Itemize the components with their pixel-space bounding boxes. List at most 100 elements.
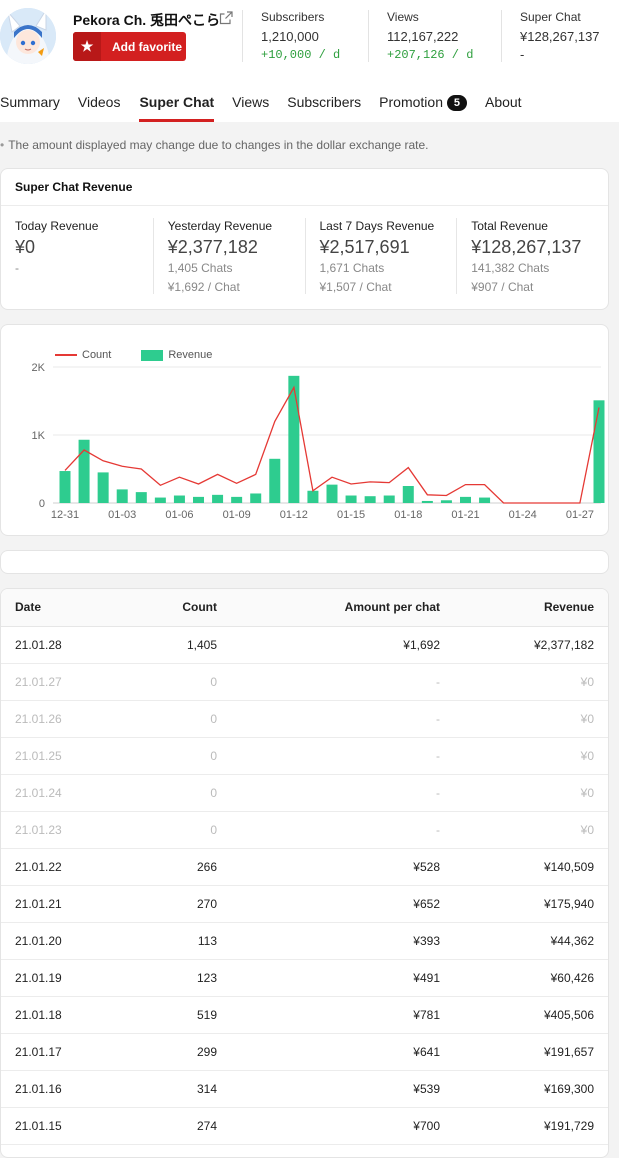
table-row: 21.01.17 299 ¥641 ¥191,657	[1, 1033, 608, 1071]
revenue-bar	[383, 495, 395, 503]
cell-count: 270	[119, 885, 217, 923]
notice-text: The amount displayed may change due to c…	[8, 138, 429, 152]
cell-date: 21.01.24	[1, 774, 119, 812]
revenue-today: Today Revenue ¥0 -	[1, 218, 153, 294]
tab-subscribers[interactable]: Subscribers	[287, 94, 362, 110]
cell-revenue: ¥0	[440, 774, 608, 812]
revenue-value: ¥128,267,137	[471, 237, 582, 257]
revenue-bar	[307, 490, 319, 503]
stat-subscribers: Subscribers 1,210,000 +10,000 / d	[261, 10, 340, 62]
table-row: 21.01.25 0- ¥0	[1, 737, 608, 775]
cell-amount-per-chat: ¥528	[217, 848, 440, 886]
stat-delta: +10,000 / d	[261, 48, 341, 62]
super-chat-revenue-card: Super Chat Revenue Today Revenue ¥0 - Ye…	[0, 168, 609, 310]
revenue-label: Last 7 Days Revenue	[319, 219, 435, 233]
stat-value: ¥128,267,137	[520, 29, 600, 44]
add-favorite-label: Add favorite	[112, 39, 183, 54]
revenue-bar	[250, 493, 262, 503]
table-header-row: Date Count Amount per chat Revenue	[1, 589, 608, 627]
external-link-icon[interactable]	[219, 11, 233, 25]
stat-delta: +207,126 / d	[387, 48, 474, 62]
x-tick-label: 01-15	[337, 509, 365, 521]
tab-promotion[interactable]: Promotion 5	[379, 88, 467, 122]
stat-label: Subscribers	[261, 10, 325, 24]
x-tick-label: 01-24	[509, 509, 537, 521]
tab-super-chat[interactable]: Super Chat	[139, 88, 214, 122]
stat-label: Super Chat	[520, 10, 581, 24]
channel-name[interactable]: Pekora Ch. 兎田ぺこら	[73, 12, 221, 28]
cell-revenue: ¥60,426	[440, 959, 608, 997]
revenue-bar	[116, 489, 128, 503]
cell-date: 21.01.20	[1, 922, 119, 960]
revenue-bar	[345, 495, 357, 503]
cell-amount-per-chat: -	[217, 737, 440, 775]
star-icon: ★	[73, 32, 101, 61]
cell-count: 266	[119, 848, 217, 886]
x-tick-label: 01-03	[108, 509, 136, 521]
revenue-bar	[460, 496, 471, 503]
cell-date: 21.01.27	[1, 663, 119, 701]
y-tick-label: 1K	[32, 430, 46, 442]
revenue-per-chat: ¥1,692 / Chat	[167, 280, 240, 294]
legend-revenue-label[interactable]: Revenue	[168, 349, 213, 361]
cell-count: 0	[119, 774, 217, 812]
revenue-bar	[421, 500, 433, 503]
cell-count: 299	[119, 1033, 217, 1071]
add-favorite-button[interactable]: ★ Add favorite	[73, 32, 186, 61]
legend-count-label[interactable]: Count	[82, 349, 112, 361]
revenue-yesterday: Yesterday Revenue ¥2,377,182 1,405 Chats…	[152, 218, 305, 294]
cell-date: 21.01.18	[1, 996, 119, 1034]
cell-count: 274	[119, 1107, 217, 1145]
table-row: 21.01.19 123 ¥491 ¥60,426	[1, 959, 608, 997]
promotion-count-badge: 5	[446, 95, 467, 111]
table-row: 21.01.26 0- ¥0	[1, 700, 608, 738]
cell-amount-per-chat: ¥491	[217, 959, 440, 997]
divider	[242, 10, 243, 62]
tab-promotion-label: Promotion	[379, 94, 443, 110]
tab-summary[interactable]: Summary	[0, 94, 60, 110]
stat-super-chat: Super Chat ¥128,267,137 -	[520, 10, 600, 62]
cell-date: 21.01.26	[1, 700, 119, 738]
cell-date: 21.01.21	[1, 885, 119, 923]
table-row: 21.01.22 266 ¥528 ¥140,509	[1, 848, 608, 886]
x-tick-label: 12-31	[51, 509, 79, 521]
cell-count: 0	[119, 663, 217, 701]
revenue-label: Today Revenue	[15, 219, 99, 233]
cell-revenue: ¥44,362	[440, 922, 608, 960]
card-title: Super Chat Revenue	[1, 169, 608, 206]
cell-date: 21.01.16	[1, 1070, 119, 1108]
cell-amount-per-chat: ¥1,692	[217, 626, 440, 664]
cell-amount-per-chat: ¥393	[217, 922, 440, 960]
cell-count: 314	[119, 1070, 217, 1108]
y-tick-label: 0	[39, 498, 45, 510]
cell-revenue: ¥0	[440, 737, 608, 775]
header-amount-per-chat[interactable]: Amount per chat	[217, 589, 440, 627]
revenue-bar	[402, 486, 414, 503]
cell-revenue: ¥405,506	[440, 996, 608, 1034]
revenue-bar	[288, 375, 300, 503]
tab-about[interactable]: About	[484, 94, 522, 110]
x-tick-label: 01-12	[280, 509, 308, 521]
table-row: 21.01.21 270 ¥652 ¥175,940	[1, 885, 608, 923]
legend-count-swatch	[55, 354, 77, 356]
header-date[interactable]: Date	[1, 589, 119, 627]
stat-views: Views 112,167,222 +207,126 / d	[387, 10, 473, 62]
cell-revenue: ¥191,657	[440, 1033, 608, 1071]
y-tick-label: 2K	[32, 362, 46, 374]
cell-amount-per-chat: -	[217, 663, 440, 701]
super-chat-table-card: Date Count Amount per chat Revenue 21.01…	[0, 588, 609, 1158]
stat-label: Views	[387, 10, 419, 24]
divider	[501, 10, 502, 62]
revenue-value: ¥0	[15, 237, 36, 257]
stat-value: 112,167,222	[387, 29, 459, 44]
cell-revenue: ¥2,377,182	[440, 626, 608, 664]
channel-avatar[interactable]	[0, 8, 56, 64]
header-count[interactable]: Count	[119, 589, 217, 627]
tab-views[interactable]: Views	[232, 94, 270, 110]
header-revenue[interactable]: Revenue	[440, 589, 608, 627]
cell-date: 21.01.25	[1, 737, 119, 775]
tab-videos[interactable]: Videos	[77, 94, 121, 110]
cell-revenue: ¥0	[440, 663, 608, 701]
cell-count: 113	[119, 922, 217, 960]
cell-revenue: ¥175,940	[440, 885, 608, 923]
